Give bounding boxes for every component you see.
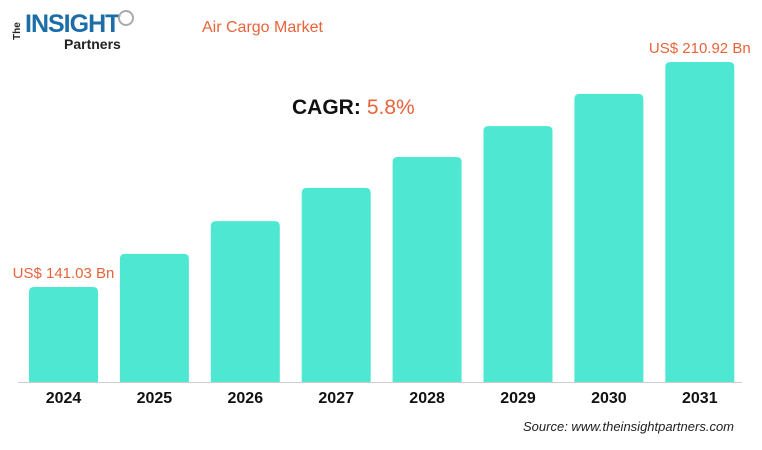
bar-2027 — [301, 187, 371, 382]
bar-2028 — [392, 157, 462, 382]
data-label: US$ 141.03 Bn — [13, 265, 115, 282]
bar-2031 — [665, 62, 735, 382]
chart-title: Air Cargo Market — [202, 19, 323, 36]
x-tick-label: 2029 — [500, 390, 536, 407]
bar-2025 — [119, 253, 189, 382]
logo: The INSIGHT Partners — [12, 8, 134, 54]
bar-2026 — [210, 221, 280, 382]
x-tick-label: 2026 — [228, 390, 264, 407]
cagr: CAGR: 5.8% — [292, 96, 415, 120]
x-tick-label: 2024 — [46, 390, 82, 407]
cagr-value: 5.8% — [366, 96, 415, 119]
source-note: Source: www.theinsightpartners.com — [523, 419, 734, 434]
x-tick-label: 2031 — [682, 390, 718, 407]
cagr-label: CAGR: — [292, 96, 361, 119]
x-tick-label: 2028 — [409, 390, 445, 407]
bar-2030 — [574, 93, 644, 382]
x-tick-label: 2025 — [137, 390, 173, 407]
x-tick-label: 2027 — [318, 390, 354, 407]
bar-2029 — [483, 126, 553, 382]
x-tick-label: 2030 — [591, 390, 627, 407]
data-label: US$ 210.92 Bn — [649, 40, 751, 57]
bar-2024 — [29, 286, 98, 382]
